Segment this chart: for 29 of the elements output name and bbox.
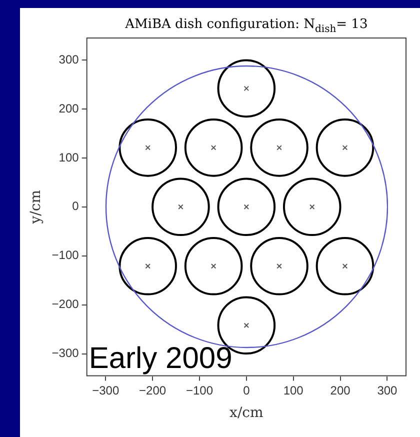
- point: [210, 145, 216, 150]
- point: [210, 264, 216, 269]
- y-tick-label: −100: [52, 248, 80, 262]
- y-tick-label: −200: [52, 297, 80, 312]
- point: [244, 86, 250, 92]
- point: [178, 204, 184, 210]
- x-tick-label: −300: [92, 383, 120, 398]
- point: [244, 322, 250, 328]
- y-axis-title: y/cm: [28, 190, 44, 225]
- x-tick-label: 100: [283, 383, 304, 398]
- point: [145, 145, 150, 150]
- point: [145, 264, 150, 269]
- point: [342, 145, 348, 150]
- point: [342, 264, 348, 269]
- x-tick-label: −200: [139, 383, 166, 398]
- x-tick-label: −100: [186, 383, 214, 398]
- y-tick-label: −300: [52, 346, 80, 360]
- point: [276, 145, 282, 150]
- point: [310, 204, 315, 210]
- y-tick-label: 200: [58, 101, 80, 116]
- x-tick-label: 0: [243, 383, 250, 398]
- x-tick-label: 200: [330, 383, 351, 398]
- point: [276, 264, 282, 269]
- annotation: Early 2009: [88, 342, 232, 376]
- x-axis-title: x/cm: [230, 405, 264, 422]
- y-tick-label: 100: [58, 150, 80, 164]
- x-tick-label: 300: [377, 383, 398, 398]
- y-tick-label: 0: [72, 199, 80, 214]
- y-tick-label: 300: [58, 52, 80, 66]
